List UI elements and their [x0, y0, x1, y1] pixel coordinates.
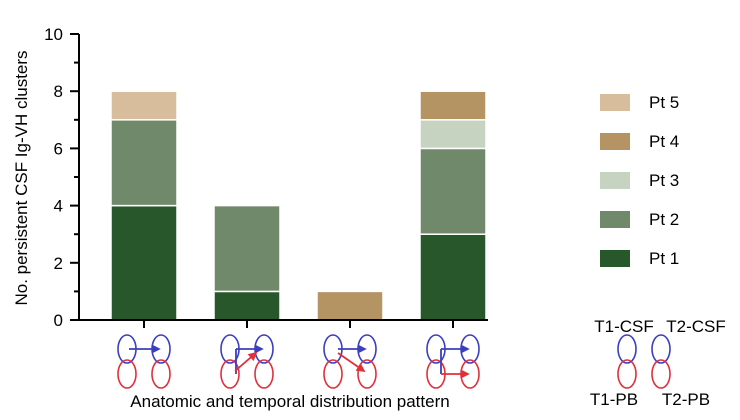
bar-segment — [110, 204, 178, 321]
key-label-t1-pb: T1-PB — [590, 390, 638, 409]
key-t2-csf-ellipse — [651, 334, 671, 364]
legend: Pt 5 Pt 4 Pt 3 Pt 2 Pt 1 — [600, 93, 679, 268]
bar-segment — [110, 90, 178, 121]
key-t2-pb-ellipse — [651, 359, 671, 389]
y-ticks-group: 0 2 4 6 8 10 — [44, 25, 79, 330]
bar-segment — [110, 119, 178, 207]
y-tick-label: 4 — [54, 197, 63, 216]
bar-segment — [213, 204, 281, 293]
bar-segment — [419, 233, 487, 321]
y-tick-label: 10 — [44, 25, 63, 44]
legend-swatch — [600, 172, 630, 189]
legend-swatch — [600, 250, 630, 267]
y-tick-label: 0 — [54, 311, 63, 330]
y-tick-label: 2 — [54, 254, 63, 273]
legend-label: Pt 1 — [649, 249, 679, 268]
pb-ellipse — [220, 359, 240, 389]
key-t1-csf-ellipse — [617, 334, 637, 364]
y-axis-label: No. persistent CSF Ig-VH clusters — [12, 50, 31, 305]
bar-segment — [419, 119, 487, 150]
x-ticks-group — [143, 320, 454, 328]
legend-swatch — [600, 211, 630, 228]
legend-label: Pt 3 — [649, 171, 679, 190]
pb-ellipse — [357, 359, 377, 389]
bar-segment — [316, 290, 384, 321]
pb-arrow — [337, 352, 366, 373]
legend-swatch — [600, 133, 630, 150]
bar-segment — [213, 290, 281, 321]
legend-label: Pt 4 — [649, 132, 679, 151]
pb-ellipse — [254, 359, 274, 389]
key-label-t1-csf: T1-CSF — [594, 317, 654, 336]
key-label-t2-csf: T2-CSF — [666, 317, 726, 336]
x-axis-label: Anatomic and temporal distribution patte… — [130, 392, 449, 411]
legend-label: Pt 5 — [649, 93, 679, 112]
pattern-key: T1-CSF T2-CSF T1-PB T2-PB — [590, 317, 726, 409]
y-tick-label: 6 — [54, 139, 63, 158]
legend-swatch — [600, 94, 630, 111]
key-label-t2-pb: T2-PB — [662, 390, 710, 409]
pb-ellipse — [323, 359, 343, 389]
pb-arrow — [234, 351, 258, 372]
key-t1-pb-ellipse — [617, 359, 637, 389]
bars-group — [110, 90, 487, 321]
bar-segment — [419, 90, 487, 121]
pattern-diagram — [220, 334, 274, 389]
legend-label: Pt 2 — [649, 210, 679, 229]
pattern-diagram — [117, 334, 171, 389]
pattern-diagram — [426, 334, 480, 389]
pb-ellipse — [117, 359, 137, 389]
y-tick-label: 8 — [54, 82, 63, 101]
bar-segment — [419, 147, 487, 235]
pb-ellipse — [151, 359, 171, 389]
pattern-diagram — [323, 334, 377, 389]
pattern-diagrams-group — [117, 334, 480, 389]
